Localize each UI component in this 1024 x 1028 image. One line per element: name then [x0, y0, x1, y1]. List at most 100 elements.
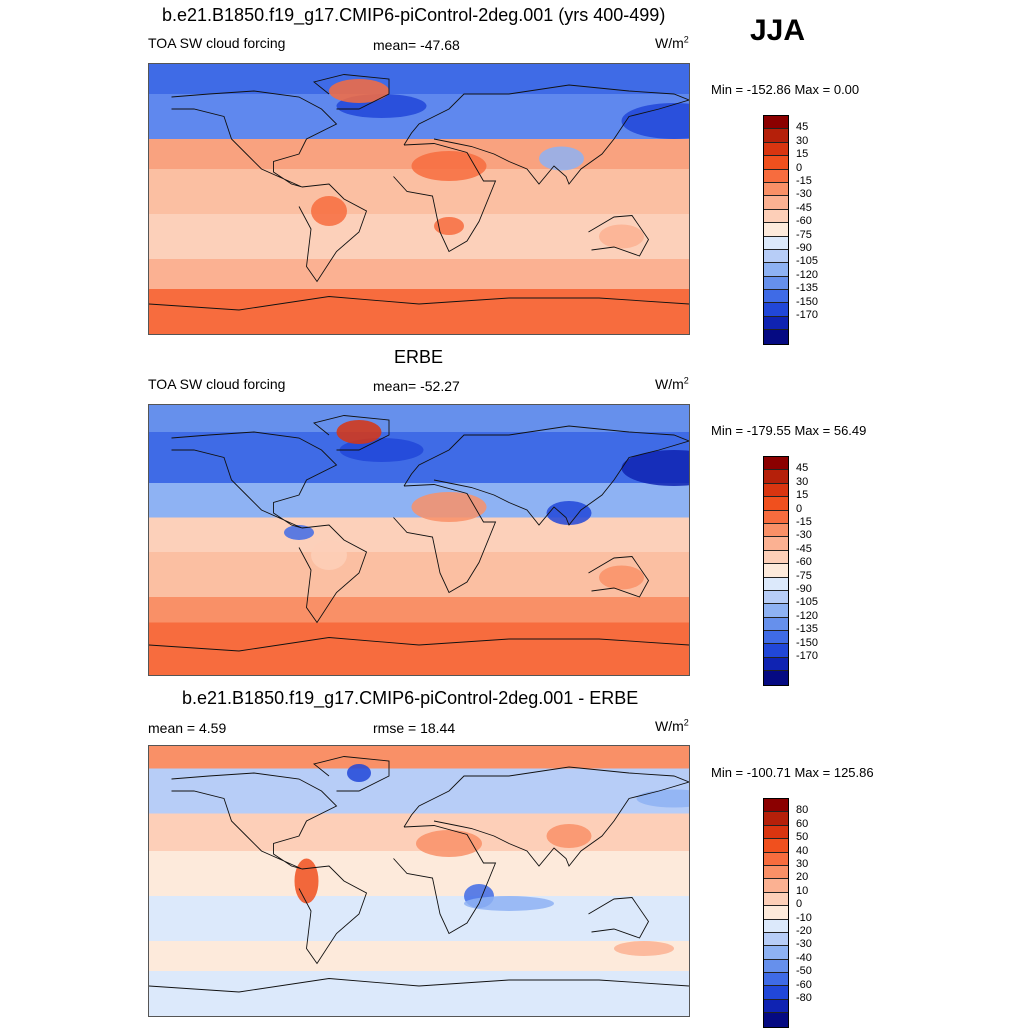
colorbar-swatch	[764, 590, 788, 605]
map-latitude-band	[149, 896, 689, 941]
map-coastline	[403, 425, 689, 526]
colorbar-swatch	[764, 852, 788, 866]
map-coastline	[393, 484, 497, 594]
colorbar-swatch	[764, 156, 788, 170]
map-coastline	[298, 865, 368, 965]
map-latitude-band	[149, 622, 689, 675]
colorbar-swatch	[764, 116, 788, 130]
colorbar-swatch	[764, 577, 788, 591]
map-field-region	[599, 565, 644, 590]
colorbar-tick-label: -45	[796, 201, 812, 214]
colorbar-tick-label: -105	[796, 596, 819, 609]
map-field-region	[614, 941, 674, 956]
panel-2-colorbar	[763, 456, 789, 686]
map-field-region	[347, 764, 371, 782]
colorbar-tick-label: -15	[796, 175, 812, 187]
colorbar-swatch	[764, 604, 788, 618]
panel-2-title: ERBE	[394, 347, 444, 367]
map-coastline	[149, 978, 689, 993]
panel-3-map	[148, 745, 690, 1017]
map-field-region	[329, 79, 389, 103]
colorbar-tick-label: 20	[796, 871, 809, 884]
map-coastline	[171, 431, 338, 529]
colorbar-tick-label: -170	[796, 650, 819, 662]
map-coastline	[393, 825, 497, 935]
panel-3-title: b.e21.B1850.f19_g17.CMIP6-piControl-2deg…	[182, 688, 639, 708]
colorbar-swatch	[764, 617, 788, 632]
colorbar-tick-label: 40	[796, 844, 809, 857]
colorbar-swatch	[764, 959, 788, 974]
map-coastline	[298, 524, 368, 624]
colorbar-tick-label: 30	[796, 858, 809, 870]
colorbar-swatch	[764, 169, 788, 183]
colorbar-swatch	[764, 879, 788, 893]
map-coastline	[393, 143, 497, 253]
map-latitude-band	[149, 768, 689, 814]
map-latitude-band	[149, 405, 689, 432]
map-latitude-band	[149, 597, 689, 623]
map-coastline	[149, 296, 689, 311]
map-coastline	[313, 415, 390, 451]
colorbar-swatch	[764, 129, 788, 143]
panel-2-variable-label: TOA SW cloud forcing	[148, 376, 286, 392]
colorbar-tick-label: -135	[796, 282, 819, 295]
colorbar-swatch	[764, 142, 788, 157]
colorbar-swatch	[764, 839, 788, 853]
colorbar-tick-label: -135	[796, 623, 819, 636]
colorbar-tick-label: 30	[796, 134, 809, 147]
map-field-region	[284, 525, 314, 540]
panel-3-map-svg	[149, 746, 689, 1016]
colorbar-tick-label: 60	[796, 817, 809, 830]
panel-2-map-svg	[149, 405, 689, 675]
panel-3-colorbar	[763, 798, 789, 1028]
colorbar-tick-label: -150	[796, 295, 819, 308]
colorbar-tick-label: -170	[796, 309, 819, 321]
colorbar-tick-label: -10	[796, 911, 812, 924]
colorbar-swatch	[764, 986, 788, 1000]
map-coastline	[313, 74, 390, 110]
map-coastline	[588, 897, 650, 939]
map-coastline	[403, 84, 689, 185]
colorbar-tick-label: -30	[796, 529, 812, 542]
colorbar-swatch	[764, 523, 788, 538]
colorbar-tick-label: 0	[796, 502, 803, 515]
panel-2-unit-label: W/m2	[655, 375, 689, 392]
colorbar-swatch	[764, 209, 788, 224]
map-latitude-band	[149, 432, 689, 483]
colorbar-swatch	[764, 564, 788, 578]
panel-1-title: b.e21.B1850.f19_g17.CMIP6-piControl-2deg…	[162, 5, 666, 25]
colorbar-tick-label: -15	[796, 516, 812, 528]
colorbar-tick-label: -105	[796, 255, 819, 268]
map-coastline	[588, 215, 650, 257]
colorbar-tick-label: -90	[796, 583, 812, 595]
colorbar-tick-label: 45	[796, 462, 809, 475]
map-latitude-band	[149, 169, 689, 214]
map-latitude-band	[149, 259, 689, 289]
colorbar-swatch	[764, 537, 788, 551]
colorbar-tick-label: 15	[796, 148, 809, 161]
panel-1-mean-label: mean= -47.68	[373, 37, 460, 53]
map-coastline	[171, 90, 338, 188]
map-field-region	[599, 224, 644, 249]
colorbar-swatch	[764, 919, 788, 933]
colorbar-swatch	[764, 457, 788, 471]
map-field-region	[311, 540, 347, 570]
panel-1-variable-label: TOA SW cloud forcing	[148, 35, 286, 51]
colorbar-tick-label: 0	[796, 898, 803, 911]
panel-1-colorbar	[763, 115, 789, 345]
map-coastline	[298, 183, 368, 283]
map-coastline	[403, 766, 689, 867]
colorbar-tick-label: 80	[796, 804, 809, 817]
map-field-region	[621, 103, 689, 139]
colorbar-swatch	[764, 812, 788, 826]
colorbar-tick-label: -75	[796, 228, 812, 241]
colorbar-tick-label: -75	[796, 569, 812, 582]
panel-1-minmax: Min = -152.86 Max = 0.00	[711, 82, 860, 97]
map-field-region	[621, 450, 689, 486]
map-field-region	[339, 438, 424, 462]
colorbar-tick-label: 50	[796, 831, 809, 844]
colorbar-tick-label: 30	[796, 475, 809, 488]
colorbar-tick-label: -120	[796, 609, 819, 622]
map-latitude-band	[149, 289, 689, 334]
map-field-region	[546, 824, 592, 848]
